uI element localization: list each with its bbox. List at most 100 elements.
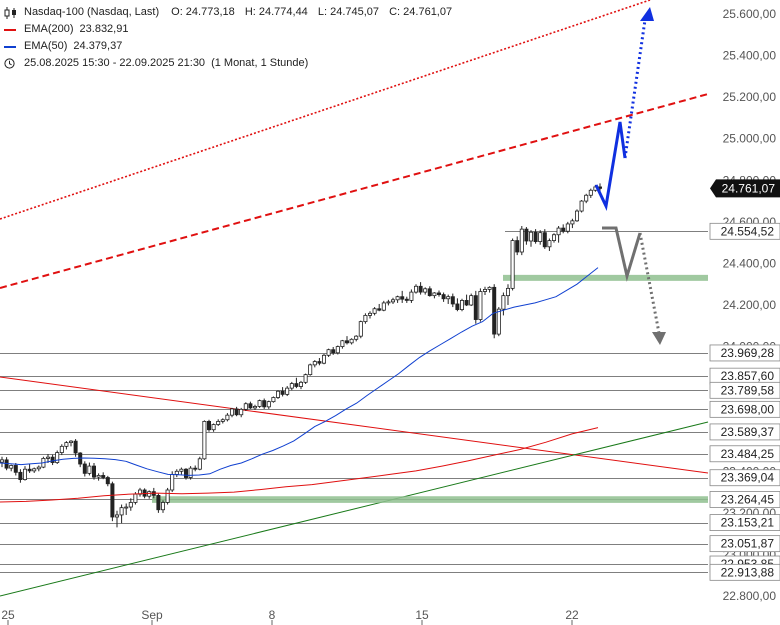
candle-body [538,232,543,243]
candle [321,353,326,365]
candle [404,296,409,303]
legend-ema200-row: EMA(200) 23.832,91 [4,21,459,38]
candlestick-icon [4,6,18,19]
candle-body [59,445,64,453]
candle-body [170,474,175,491]
candle-body [482,289,487,292]
candle [188,466,193,480]
candle-body [381,302,386,311]
ema200-label: EMA(200) [24,23,74,35]
candle [243,402,248,412]
candle-body [501,295,506,310]
candle-body [202,420,207,460]
level-badge [709,535,780,553]
candle [331,346,336,355]
candle-body [27,468,32,472]
candle [459,298,464,312]
candle [303,373,308,384]
candle-body [418,285,423,293]
level-badge-label: 23.589,37 [721,425,775,439]
candle-body [565,223,570,232]
blue-solid-projection [594,121,627,211]
candle [519,226,524,256]
candle [418,282,423,295]
x-tick-label: 25 [1,608,15,622]
level-badge-label: 23.789,58 [721,383,775,397]
candle [358,320,363,339]
close-value: C: 24.761,07 [389,6,453,18]
candle-body [349,338,354,344]
candle-body [275,390,280,398]
chart-legend: Nasdaq-100 (Nasdaq, Last) O: 24.773,18 H… [4,4,459,72]
candle-body [243,403,248,410]
candle-body [335,346,340,354]
level-badge [709,381,780,399]
candle [427,286,432,297]
level-badge [709,222,780,240]
x-tick-label: 22 [565,608,579,622]
candle-body [505,287,510,297]
candle-body [9,465,14,469]
candle-body [459,300,464,310]
candle [492,284,497,339]
candle-body [87,465,92,474]
candle-body [312,361,317,366]
candle [275,390,280,399]
projection-arrows [594,7,666,345]
candle [510,238,515,291]
candle-body [124,506,129,509]
candle [36,465,41,472]
candle [441,292,446,302]
candle-body [409,291,414,301]
candle-body [18,471,23,481]
candle-body [552,234,557,241]
candle [271,396,276,403]
candle [326,348,331,357]
green-zone-lower [152,496,708,503]
candle-body [529,231,534,242]
candle [354,335,359,342]
candle-body [524,228,529,242]
candle-body [303,374,308,383]
candle [183,468,188,480]
candle [395,295,400,303]
candle-body [197,458,202,470]
low-value: L: 24.745,07 [317,6,380,18]
candle-body [193,467,198,470]
candle-body [510,240,515,289]
candle-body [432,292,437,297]
candle [556,226,561,243]
candle [165,487,170,505]
candle-body [561,227,566,232]
candle-body [584,194,589,202]
candle-body [206,420,211,431]
candle-body [105,477,110,485]
current-price-badge [710,179,780,198]
candle-body [427,288,432,297]
candle-body [179,468,184,472]
candle [202,420,207,460]
candle [96,473,101,481]
candle [206,419,211,432]
legend-period-row: 25.08.2025 15:30 - 22.09.2025 21:30 (1 M… [4,55,459,72]
candle-body [354,335,359,340]
candle-body [340,340,345,347]
candle [377,303,382,312]
candle-body [13,465,18,473]
level-badge [709,491,780,508]
candle [220,418,225,424]
candle-body [308,364,313,376]
candle [78,452,83,468]
middle-channel-dashed-line [0,93,709,289]
candle [533,229,538,244]
candle [156,493,161,513]
candle [529,230,534,247]
candle [515,236,520,256]
candle-body [579,200,584,212]
candle [584,193,589,204]
candle [197,456,202,471]
candle [317,358,322,366]
ema200-value: 23.832,91 [79,23,129,35]
trend-lines [0,0,709,597]
candle-body [147,491,152,497]
